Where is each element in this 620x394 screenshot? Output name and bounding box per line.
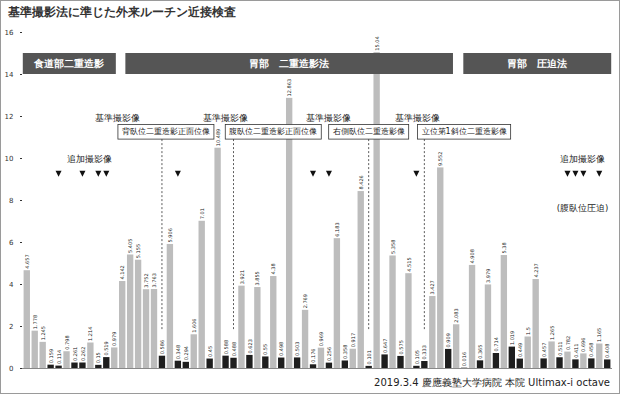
svg-text:0.101: 0.101 (366, 350, 372, 364)
svg-text:4.142: 4.142 (119, 265, 125, 279)
svg-text:0.262: 0.262 (80, 347, 86, 361)
svg-text:0.623: 0.623 (247, 339, 253, 353)
svg-text:0.575: 0.575 (398, 340, 404, 354)
svg-text:5.906: 5.906 (167, 228, 173, 242)
svg-text:(腹臥位圧迫): (腹臥位圧迫) (557, 203, 609, 213)
svg-text:4.38: 4.38 (270, 263, 276, 274)
svg-text:5.405: 5.405 (127, 239, 133, 253)
svg-text:4.237: 4.237 (533, 263, 539, 277)
svg-text:0.261: 0.261 (72, 347, 78, 361)
svg-text:0.114: 0.114 (56, 350, 62, 364)
svg-text:0.15: 0.15 (95, 352, 101, 363)
svg-text:8.426: 8.426 (358, 175, 364, 189)
svg-text:0.511: 0.511 (557, 341, 563, 355)
svg-text:1.245: 1.245 (40, 326, 46, 340)
svg-text:1.265: 1.265 (549, 326, 555, 340)
svg-text:3.855: 3.855 (254, 271, 260, 285)
svg-text:0.016: 0.016 (461, 352, 467, 366)
svg-text:7.01: 7.01 (199, 208, 205, 219)
svg-text:0.176: 0.176 (310, 348, 316, 362)
svg-text:0.333: 0.333 (421, 345, 427, 359)
svg-text:0.256: 0.256 (326, 347, 332, 361)
svg-text:0.449: 0.449 (517, 343, 523, 357)
svg-text:立位第1斜位二重造影像: 立位第1斜位二重造影像 (422, 127, 507, 136)
svg-text:3.979: 3.979 (485, 269, 491, 283)
svg-text:0.458: 0.458 (588, 343, 594, 357)
svg-text:4: 4 (9, 281, 14, 289)
svg-text:0.348: 0.348 (175, 345, 181, 359)
svg-text:5.358: 5.358 (390, 240, 396, 254)
svg-text:0.411: 0.411 (573, 344, 579, 358)
svg-text:12: 12 (5, 113, 14, 121)
svg-text:1.019: 1.019 (509, 331, 515, 345)
svg-text:0.969: 0.969 (318, 332, 324, 346)
svg-text:0.979: 0.979 (111, 332, 117, 346)
svg-text:食道部二重造影: 食道部二重造影 (33, 58, 104, 69)
svg-text:背臥位二重造影正面位像: 背臥位二重造影正面位像 (122, 127, 210, 136)
svg-text:14: 14 (5, 71, 14, 79)
svg-text:基準撮影像: 基準撮影像 (95, 113, 140, 123)
svg-text:8: 8 (9, 197, 13, 205)
svg-text:15.04: 15.04 (374, 36, 380, 50)
svg-text:0.457: 0.457 (541, 343, 547, 357)
svg-text:10.489: 10.489 (215, 129, 221, 147)
svg-text:1.5: 1.5 (525, 327, 531, 335)
svg-text:0.519: 0.519 (103, 341, 109, 355)
svg-text:4.908: 4.908 (469, 249, 475, 263)
svg-text:5.38: 5.38 (501, 242, 507, 253)
svg-text:0.503: 0.503 (294, 342, 300, 356)
svg-text:0.798: 0.798 (64, 335, 70, 349)
svg-text:0.358: 0.358 (342, 345, 348, 359)
svg-text:6: 6 (9, 239, 14, 247)
svg-text:1.606: 1.606 (191, 318, 197, 332)
svg-text:0.45: 0.45 (207, 346, 213, 357)
svg-text:0.696: 0.696 (580, 338, 586, 352)
svg-text:追加撮影像: 追加撮影像 (67, 154, 112, 164)
svg-text:1.165: 1.165 (596, 328, 602, 342)
svg-text:0.917: 0.917 (350, 333, 356, 347)
svg-text:4.657: 4.657 (24, 254, 30, 268)
svg-text:基準撮影像: 基準撮影像 (395, 113, 440, 123)
svg-text:0.408: 0.408 (604, 344, 610, 358)
svg-text:6.183: 6.183 (334, 222, 340, 236)
svg-text:3.427: 3.427 (429, 280, 435, 294)
svg-text:追加撮影像: 追加撮影像 (560, 154, 605, 164)
svg-text:0.588: 0.588 (223, 340, 229, 354)
html-text:2019.3.4 慶應義塾大学病院 本院 Ultimax-i: 2019.3.4 慶應義塾大学病院 本院 Ultimax-i octave (374, 377, 610, 388)
svg-text:1.778: 1.778 (32, 315, 38, 329)
svg-text:1.214: 1.214 (87, 327, 93, 341)
svg-text:0.488: 0.488 (231, 342, 237, 356)
svg-text:胃部 圧迫法: 胃部 圧迫法 (507, 58, 567, 69)
svg-text:3.763: 3.763 (151, 273, 157, 287)
svg-text:2: 2 (9, 323, 13, 331)
svg-text:基準撮影像: 基準撮影像 (203, 113, 248, 123)
svg-text:2.769: 2.769 (302, 294, 308, 308)
svg-text:5.155: 5.155 (135, 244, 141, 258)
html-text:基準撮影法に準じた外来ルーチン近接検査: 基準撮影法に準じた外来ルーチン近接検査 (8, 5, 236, 19)
svg-text:腹臥位二重造影正面位像: 腹臥位二重造影正面位像 (229, 127, 317, 136)
svg-text:0.647: 0.647 (382, 339, 388, 353)
svg-text:0.365: 0.365 (477, 345, 483, 359)
svg-text:2.083: 2.083 (453, 308, 459, 322)
svg-text:0.55: 0.55 (262, 344, 268, 355)
svg-text:0: 0 (9, 365, 13, 373)
svg-text:0.159: 0.159 (48, 349, 54, 363)
svg-text:9.552: 9.552 (437, 152, 443, 166)
svg-text:基準撮影像: 基準撮影像 (306, 113, 351, 123)
svg-text:胃部 二重造影法: 胃部 二重造影法 (249, 58, 329, 69)
svg-text:0.294: 0.294 (183, 346, 189, 360)
svg-text:0.782: 0.782 (565, 336, 571, 350)
svg-text:3.752: 3.752 (143, 273, 149, 287)
svg-text:0.909: 0.909 (445, 333, 451, 347)
svg-text:0.105: 0.105 (413, 350, 419, 364)
svg-text:3.921: 3.921 (239, 270, 245, 284)
svg-text:0.498: 0.498 (278, 342, 284, 356)
svg-text:12.863: 12.863 (286, 79, 292, 97)
svg-text:16: 16 (5, 29, 14, 37)
svg-text:10: 10 (5, 155, 14, 163)
svg-text:0.586: 0.586 (159, 340, 165, 354)
svg-text:4.515: 4.515 (406, 257, 412, 271)
svg-text:右側臥位二重造影像: 右側臥位二重造影像 (333, 127, 405, 136)
svg-text:0.714: 0.714 (493, 337, 499, 351)
